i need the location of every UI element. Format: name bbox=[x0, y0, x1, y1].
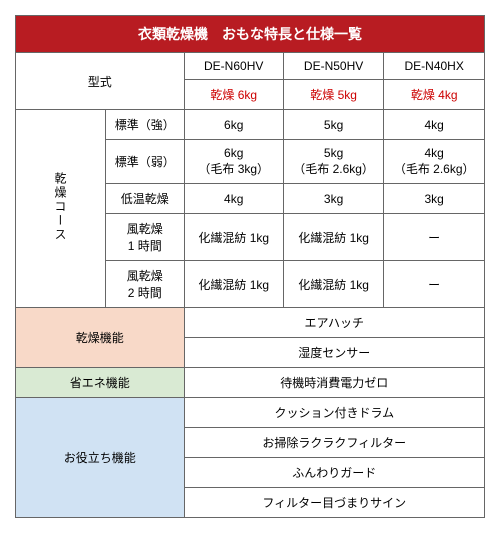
std-weak-2: 4kg（毛布 2.6kg） bbox=[384, 140, 485, 184]
dry-func-label: 乾燥機能 bbox=[16, 308, 185, 368]
capacity-2: 乾燥 4kg bbox=[384, 80, 485, 110]
std-weak-1: 5kg（毛布 2.6kg） bbox=[283, 140, 384, 184]
capacity-1: 乾燥 5kg bbox=[283, 80, 384, 110]
air-2h-2: ー bbox=[384, 261, 485, 308]
row-dry-func-0: 乾燥機能 エアハッチ bbox=[16, 308, 485, 338]
dry-course-label: 乾燥コース bbox=[16, 110, 106, 308]
low-temp-2: 3kg bbox=[384, 184, 485, 214]
std-strong-1: 5kg bbox=[283, 110, 384, 140]
row-eco-func: 省エネ機能 待機時消費電力ゼロ bbox=[16, 368, 485, 398]
std-strong-label: 標準（強） bbox=[106, 110, 185, 140]
row-useful-0: お役立ち機能 クッション付きドラム bbox=[16, 398, 485, 428]
useful-0: クッション付きドラム bbox=[184, 398, 484, 428]
air-2h-0: 化繊混紡 1kg bbox=[184, 261, 283, 308]
air-1h-label: 風乾燥1 時間 bbox=[106, 214, 185, 261]
air-2h-1: 化繊混紡 1kg bbox=[283, 261, 384, 308]
useful-3: フィルター目づまりサイン bbox=[184, 488, 484, 518]
spec-table: 衣類乾燥機 おもな特長と仕様一覧 型式 DE-N60HV DE-N50HV DE… bbox=[15, 15, 485, 518]
capacity-0: 乾燥 6kg bbox=[184, 80, 283, 110]
useful-2: ふんわりガード bbox=[184, 458, 484, 488]
eco-func-label: 省エネ機能 bbox=[16, 368, 185, 398]
dry-func-0: エアハッチ bbox=[184, 308, 484, 338]
model-row: 型式 DE-N60HV DE-N50HV DE-N40HX bbox=[16, 53, 485, 80]
table-title: 衣類乾燥機 おもな特長と仕様一覧 bbox=[16, 16, 485, 53]
dry-func-1: 湿度センサー bbox=[184, 338, 484, 368]
low-temp-1: 3kg bbox=[283, 184, 384, 214]
air-1h-0: 化繊混紡 1kg bbox=[184, 214, 283, 261]
eco-func-0: 待機時消費電力ゼロ bbox=[184, 368, 484, 398]
type-label: 型式 bbox=[16, 53, 185, 110]
std-weak-0: 6kg（毛布 3kg） bbox=[184, 140, 283, 184]
low-temp-0: 4kg bbox=[184, 184, 283, 214]
model-1: DE-N50HV bbox=[283, 53, 384, 80]
std-strong-2: 4kg bbox=[384, 110, 485, 140]
air-1h-1: 化繊混紡 1kg bbox=[283, 214, 384, 261]
air-2h-label: 風乾燥2 時間 bbox=[106, 261, 185, 308]
useful-1: お掃除ラクラクフィルター bbox=[184, 428, 484, 458]
std-weak-label: 標準（弱） bbox=[106, 140, 185, 184]
air-1h-2: ー bbox=[384, 214, 485, 261]
std-strong-0: 6kg bbox=[184, 110, 283, 140]
low-temp-label: 低温乾燥 bbox=[106, 184, 185, 214]
model-2: DE-N40HX bbox=[384, 53, 485, 80]
title-row: 衣類乾燥機 おもな特長と仕様一覧 bbox=[16, 16, 485, 53]
model-0: DE-N60HV bbox=[184, 53, 283, 80]
row-std-strong: 乾燥コース 標準（強） 6kg 5kg 4kg bbox=[16, 110, 485, 140]
